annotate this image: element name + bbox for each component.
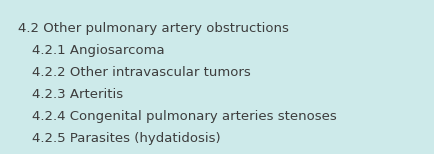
Text: 4.2.3 Arteritis: 4.2.3 Arteritis (32, 88, 123, 101)
Text: 4.2.1 Angiosarcoma: 4.2.1 Angiosarcoma (32, 44, 164, 57)
Text: 4.2.4 Congenital pulmonary arteries stenoses: 4.2.4 Congenital pulmonary arteries sten… (32, 110, 337, 123)
Text: 4.2.2 Other intravascular tumors: 4.2.2 Other intravascular tumors (32, 66, 251, 79)
Text: 4.2.5 Parasites (hydatidosis): 4.2.5 Parasites (hydatidosis) (32, 132, 220, 145)
Text: 4.2 Other pulmonary artery obstructions: 4.2 Other pulmonary artery obstructions (18, 22, 289, 35)
